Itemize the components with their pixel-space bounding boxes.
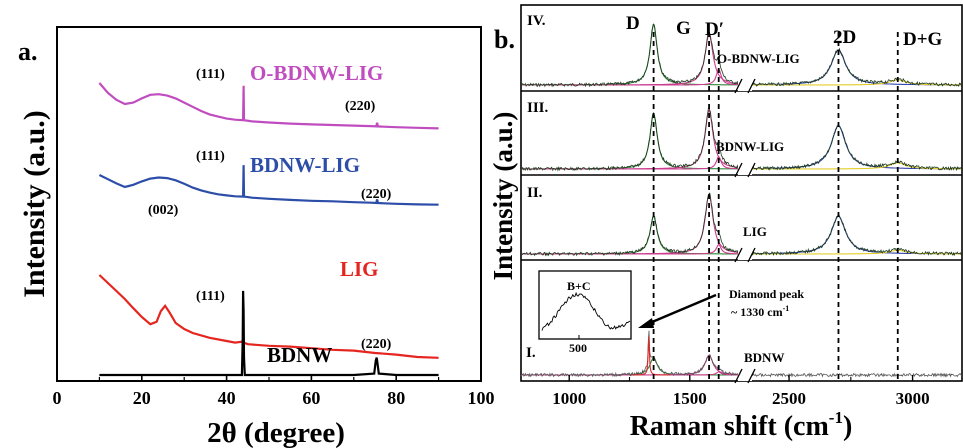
- peak-label-odbnw-111: (111): [196, 67, 225, 82]
- fit-curve: [521, 243, 738, 255]
- peak-label-bdnw-111: (111): [196, 289, 225, 304]
- annotation-arrowhead: [638, 318, 654, 328]
- subpanel-ii-name: LIG: [743, 224, 767, 239]
- panel-a-xrd-chart: a. 0 20 40 60 80 100 O-BDNW-LIG BDNW-LIG LIG …: [18, 26, 495, 448]
- inset-peak-label: B+C: [567, 279, 591, 293]
- panel-a-x-ticks: 0 20 40 60 80 100: [53, 374, 495, 408]
- panel-b-raman-chart: b. D G D′ 2D D+G IV. O-BDNW-LIG III. BDN…: [488, 4, 963, 442]
- panel-a-series: [98, 82, 439, 377]
- panel-b-x-tick-label: 3000: [896, 389, 930, 408]
- panel-b-spectra: [520, 23, 963, 378]
- fit-curve: [752, 249, 962, 255]
- annotation-text: Diamond peak: [729, 287, 804, 301]
- annotation-value: ~ 1330 cm-1: [731, 304, 789, 319]
- series-name-o-bdnw-lig: O-BDNW-LIG: [250, 61, 383, 85]
- panel-b-peak-labels: D G D′ 2D D+G: [626, 13, 943, 50]
- fit-curve: [521, 108, 739, 170]
- fit-curve: [521, 32, 739, 86]
- peak-label-odbnw-220: (220): [345, 99, 376, 114]
- measured-spectrum: [520, 192, 739, 257]
- subpanel-iii-label: III.: [527, 100, 549, 116]
- panel-a-x-tick-label: 60: [302, 388, 320, 408]
- panel-b-x-tick-label: 1500: [673, 389, 707, 408]
- peak-label-lig-002: (002): [148, 203, 179, 218]
- measured-spectrum: [751, 372, 963, 378]
- panel-b-axis-break-marks: [734, 78, 756, 384]
- fit-curve: [521, 357, 738, 376]
- panel-a-series-names: O-BDNW-LIG BDNW-LIG LIG BDNW: [250, 61, 383, 367]
- subpanel-i-label: I.: [526, 345, 536, 361]
- panel-b-x-ticks: 1000 1500 2500 3000: [552, 375, 930, 408]
- series-name-bdnw: BDNW: [267, 343, 332, 367]
- peak-label-bdnwlig-220: (220): [361, 187, 392, 202]
- panel-b-subpanel-labels: IV. O-BDNW-LIG III. BDNW-LIG II. LIG I. …: [526, 13, 800, 365]
- annotation-arrow-line: [644, 293, 717, 327]
- subpanel-iv-name: O-BDNW-LIG: [717, 51, 800, 66]
- fit-curve: [521, 192, 739, 255]
- panel-a-label: a.: [18, 37, 38, 66]
- panel-b-peak-guide-lines: [652, 32, 899, 381]
- fit-curve: [521, 354, 739, 376]
- inset-spectrum-line: [541, 291, 631, 331]
- panel-b-subpanel-dividers: [521, 90, 962, 261]
- panel-a-y-axis-label: Intensity (a.u.): [18, 110, 51, 298]
- panel-b-label: b.: [494, 25, 515, 54]
- panel-b-x-tick-label: 2500: [772, 389, 806, 408]
- panel-b-x-tick-label: 1000: [552, 389, 586, 408]
- series-line-bdnw-lig: [98, 165, 439, 206]
- peak-label-bdnwlig-111: (111): [196, 149, 225, 164]
- measured-spectrum: [751, 47, 963, 87]
- fit-curve: [521, 113, 739, 170]
- panel-b-inset: B+C 500: [538, 270, 632, 355]
- series-name-bdnw-lig: BDNW-LIG: [250, 153, 360, 177]
- inset-tick-label: 500: [569, 341, 587, 355]
- subpanel-iii-name: BDNW-LIG: [716, 139, 784, 154]
- fit-curve: [521, 216, 738, 255]
- panel-b-y-axis-label: Intensity (a.u.): [488, 112, 518, 281]
- diamond-peak-annotation: Diamond peak ~ 1330 cm-1: [638, 287, 804, 328]
- peak-d-label: D: [626, 13, 640, 34]
- measured-spectrum: [520, 23, 739, 88]
- series-name-lig: LIG: [340, 257, 379, 281]
- series-line-bdnw: [99, 290, 439, 377]
- measured-spectrum: [520, 330, 739, 378]
- measured-spectrum: [751, 125, 963, 172]
- panel-a-x-tick-label: 100: [468, 388, 495, 408]
- peak-d-plus-g-label: D+G: [903, 29, 943, 50]
- panel-a-peak-labels: (111) (220) (111) (220) (002) (111) (220…: [148, 67, 392, 352]
- series-line-o-bdnw-lig: [98, 82, 439, 130]
- measured-spectrum: [520, 107, 739, 172]
- subpanel-ii-label: II.: [527, 185, 543, 201]
- subpanel-iv-label: IV.: [527, 13, 546, 29]
- subpanel-i-name: BDNW: [744, 350, 784, 365]
- peak-g-label: G: [676, 18, 691, 39]
- panel-a-x-tick-label: 20: [133, 388, 151, 408]
- fit-curve: [752, 79, 962, 86]
- panel-a-x-tick-label: 0: [53, 388, 62, 408]
- diamond-peak-fit: [631, 336, 671, 376]
- series-line-lig: [98, 274, 439, 359]
- peak-2d-label: 2D: [833, 27, 856, 48]
- panel-a-x-tick-label: 80: [387, 388, 405, 408]
- measured-spectrum: [751, 214, 963, 257]
- panel-a-x-tick-label: 40: [218, 388, 236, 408]
- panel-b-x-axis-label: Raman shift (cm-1): [630, 408, 853, 442]
- peak-dprime-label: D′: [705, 19, 724, 40]
- peak-label-bdnw-220: (220): [361, 337, 392, 352]
- panel-a-x-axis-label: 2θ (degree): [207, 417, 345, 448]
